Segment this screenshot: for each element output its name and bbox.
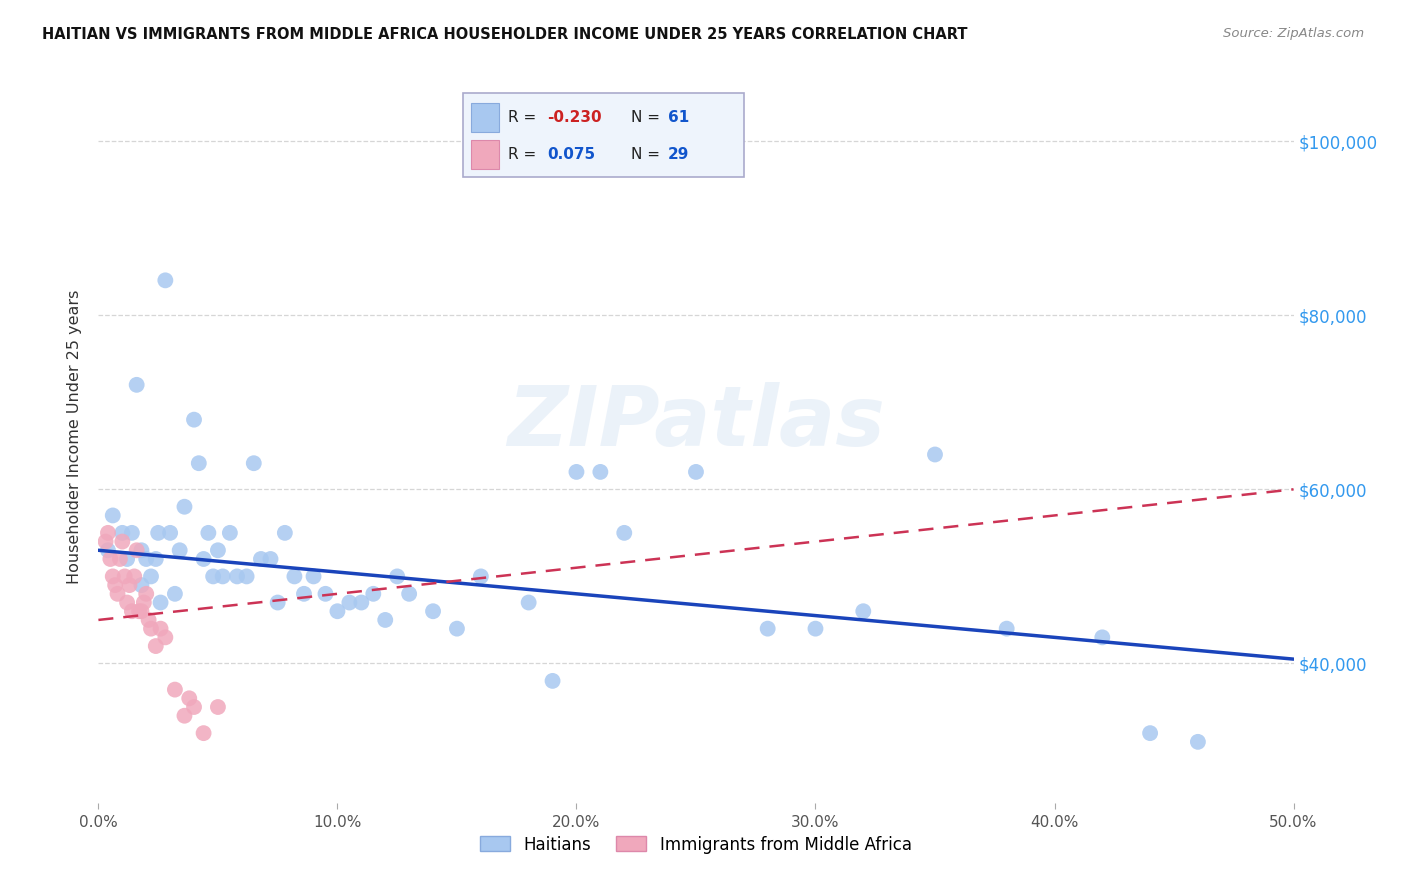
Point — [274, 525, 297, 540]
Point — [121, 604, 143, 618]
Text: ZIPatlas: ZIPatlas — [508, 382, 884, 463]
Point — [1139, 726, 1161, 740]
Point — [202, 569, 225, 583]
Point — [145, 552, 167, 566]
Point — [163, 587, 186, 601]
Point — [193, 726, 215, 740]
Point — [155, 273, 177, 287]
Point — [107, 587, 129, 601]
Point — [94, 534, 117, 549]
Point — [131, 604, 153, 618]
Point — [339, 595, 361, 609]
Point — [1091, 631, 1114, 645]
Point — [125, 377, 148, 392]
Point — [187, 456, 209, 470]
Point — [1187, 735, 1209, 749]
Point — [139, 622, 162, 636]
Point — [98, 552, 122, 566]
Point — [207, 543, 229, 558]
Point — [115, 552, 138, 566]
Point — [145, 639, 167, 653]
Point — [756, 622, 779, 636]
Point — [118, 578, 141, 592]
Point — [207, 700, 229, 714]
Point — [114, 569, 136, 583]
Point — [149, 595, 172, 609]
Point — [924, 448, 946, 462]
Point — [121, 525, 143, 540]
Point — [350, 595, 373, 609]
Point — [852, 604, 875, 618]
Point — [250, 552, 273, 566]
Point — [422, 604, 444, 618]
Point — [97, 525, 120, 540]
Point — [101, 569, 124, 583]
Point — [159, 525, 181, 540]
Text: Source: ZipAtlas.com: Source: ZipAtlas.com — [1223, 27, 1364, 40]
Point — [125, 543, 148, 558]
Point — [446, 622, 468, 636]
Point — [132, 595, 155, 609]
Point — [589, 465, 612, 479]
Point — [108, 552, 131, 566]
Point — [613, 525, 636, 540]
Point — [197, 525, 219, 540]
Point — [111, 525, 134, 540]
Y-axis label: Householder Income Under 25 years: Householder Income Under 25 years — [67, 290, 83, 584]
Point — [111, 534, 134, 549]
Point — [163, 682, 186, 697]
Point — [173, 708, 195, 723]
Point — [211, 569, 233, 583]
Point — [219, 525, 242, 540]
Point — [292, 587, 315, 601]
Point — [283, 569, 305, 583]
Point — [363, 587, 385, 601]
Point — [517, 595, 540, 609]
Point — [541, 673, 564, 688]
Point — [139, 569, 162, 583]
Point — [101, 508, 124, 523]
Point — [179, 691, 201, 706]
Point — [135, 552, 157, 566]
Point — [226, 569, 249, 583]
Point — [243, 456, 266, 470]
Point — [685, 465, 707, 479]
Point — [148, 525, 170, 540]
Point — [183, 412, 205, 426]
Point — [326, 604, 349, 618]
Point — [804, 622, 827, 636]
Point — [138, 613, 160, 627]
Point — [470, 569, 492, 583]
Point — [565, 465, 588, 479]
Point — [135, 587, 157, 601]
Point — [259, 552, 281, 566]
Point — [302, 569, 325, 583]
Point — [267, 595, 290, 609]
Point — [149, 622, 172, 636]
Point — [995, 622, 1018, 636]
Point — [193, 552, 215, 566]
Point — [385, 569, 409, 583]
Point — [155, 631, 177, 645]
Text: HAITIAN VS IMMIGRANTS FROM MIDDLE AFRICA HOUSEHOLDER INCOME UNDER 25 YEARS CORRE: HAITIAN VS IMMIGRANTS FROM MIDDLE AFRICA… — [42, 27, 967, 42]
Point — [169, 543, 191, 558]
Point — [131, 578, 153, 592]
Point — [398, 587, 420, 601]
Point — [235, 569, 257, 583]
Point — [183, 700, 205, 714]
Point — [173, 500, 195, 514]
Point — [115, 595, 138, 609]
Legend: Haitians, Immigrants from Middle Africa: Haitians, Immigrants from Middle Africa — [474, 829, 918, 860]
Point — [315, 587, 337, 601]
Point — [97, 543, 120, 558]
Point — [131, 543, 153, 558]
Point — [104, 578, 127, 592]
Point — [128, 604, 150, 618]
Point — [124, 569, 146, 583]
Point — [374, 613, 396, 627]
